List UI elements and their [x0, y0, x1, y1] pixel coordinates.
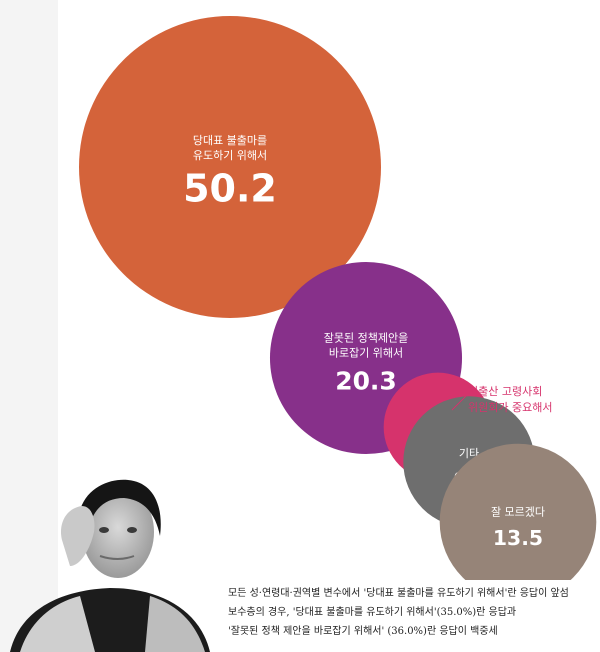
- bubble-mark: [79, 16, 381, 318]
- bubble-value-label: 50.2: [183, 166, 277, 210]
- bubble-mark: [439, 443, 597, 580]
- bubble-label: 당대표 불출마를: [193, 134, 267, 147]
- caption-line: 모든 성·연령대·권역별 변수에서 '당대표 불출마를 유도하기 위해서'란 응…: [228, 588, 569, 599]
- left-margin-panel: [0, 0, 58, 652]
- bubble-value-label: 20.3: [335, 366, 397, 395]
- bubble-label: 잘 모르겠다: [491, 505, 545, 518]
- callout-leader-line: [451, 395, 467, 411]
- caption-line: 보수층의 경우, '당대표 불출마를 유도하기 위해서'(35.0%)란 응답과: [228, 607, 517, 618]
- callout-line-text: 저출산 고령사회: [468, 385, 542, 398]
- bubble-label: 바로잡기 위해서: [329, 346, 403, 360]
- bubble-label: 유도하기 위해서: [193, 148, 267, 162]
- bubble-value-label: 13.5: [493, 526, 543, 550]
- bubble-label: 기타: [459, 447, 479, 460]
- bubble-label: 잘못된 정책제안을: [324, 332, 408, 345]
- caption-line: '잘못된 정책 제안을 바로잡기 위해서' (36.0%)란 응답이 백중세: [228, 626, 498, 637]
- portrait-photo: [10, 479, 210, 652]
- callout-line-text: 위원회가 중요해서: [468, 400, 552, 414]
- chart-caption: 모든 성·연령대·권역별 변수에서 '당대표 불출마를 유도하기 위해서'란 응…: [228, 584, 598, 641]
